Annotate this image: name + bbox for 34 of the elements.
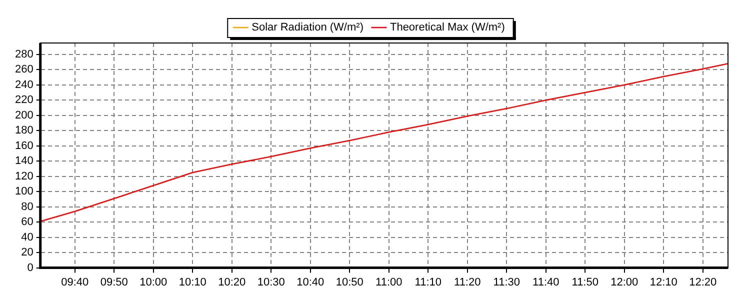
x-tick-label: 10:50 bbox=[336, 276, 364, 288]
y-tick-label: 160 bbox=[14, 140, 34, 152]
x-tick-label: 11:10 bbox=[414, 276, 442, 288]
x-tick-label: 09:50 bbox=[100, 276, 128, 288]
x-tick-label: 12:10 bbox=[650, 276, 678, 288]
x-tick-label: 10:30 bbox=[257, 276, 285, 288]
x-tick-label: 10:40 bbox=[296, 276, 324, 288]
y-tick-label: 120 bbox=[14, 170, 34, 182]
y-tick-label: 240 bbox=[14, 78, 34, 91]
x-tick-label: 11:30 bbox=[493, 276, 520, 288]
x-tick-label: 10:10 bbox=[178, 276, 206, 288]
y-tick-label: 60 bbox=[21, 216, 34, 228]
x-tick-label: 12:20 bbox=[689, 276, 717, 288]
x-tick-label: 11:20 bbox=[454, 276, 481, 288]
x-tick-label: 11:00 bbox=[376, 276, 402, 288]
legend-label: Solar Radiation (W/m²) bbox=[252, 22, 364, 34]
x-tick-label: 09:40 bbox=[61, 276, 89, 288]
y-tick-label: 0 bbox=[27, 262, 34, 274]
y-tick-label: 260 bbox=[14, 64, 34, 76]
x-tick-label: 11:50 bbox=[572, 276, 598, 288]
x-tick-label: 10:00 bbox=[140, 276, 168, 288]
y-tick-label: 220 bbox=[14, 94, 34, 106]
x-tick-label: 12:00 bbox=[610, 276, 638, 288]
y-tick-label: 40 bbox=[21, 231, 34, 244]
y-tick-label: 280 bbox=[14, 48, 34, 60]
y-tick-label: 180 bbox=[14, 124, 34, 137]
legend-label: Theoretical Max (W/m²) bbox=[390, 22, 505, 34]
y-tick-label: 20 bbox=[21, 246, 34, 259]
y-tick-label: 80 bbox=[21, 200, 34, 213]
y-tick-label: 140 bbox=[14, 155, 34, 168]
y-tick-label: 100 bbox=[14, 186, 34, 198]
x-tick-label: 10:20 bbox=[218, 276, 246, 288]
x-tick-label: 11:40 bbox=[532, 276, 560, 288]
y-tick-label: 200 bbox=[14, 109, 34, 122]
